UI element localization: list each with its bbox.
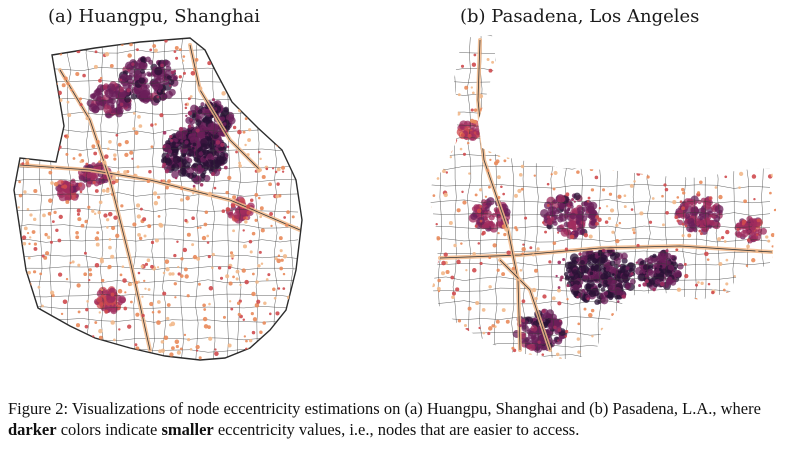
huangpu-map [13, 37, 303, 361]
panel-b-title: (b) Pasadena, Los Angeles [460, 6, 700, 27]
pasadena-map [428, 35, 776, 360]
caption-bold-smaller: smaller [161, 420, 214, 439]
caption-text-1: Figure 2: Visualizations of node eccentr… [8, 399, 761, 418]
caption-bold-darker: darker [8, 420, 57, 439]
figure-caption: Figure 2: Visualizations of node eccentr… [8, 398, 798, 440]
caption-text-2: colors indicate [56, 420, 162, 439]
caption-text-3: eccentricity values, i.e., nodes that ar… [213, 420, 580, 439]
panel-a-title: (a) Huangpu, Shanghai [48, 6, 261, 27]
